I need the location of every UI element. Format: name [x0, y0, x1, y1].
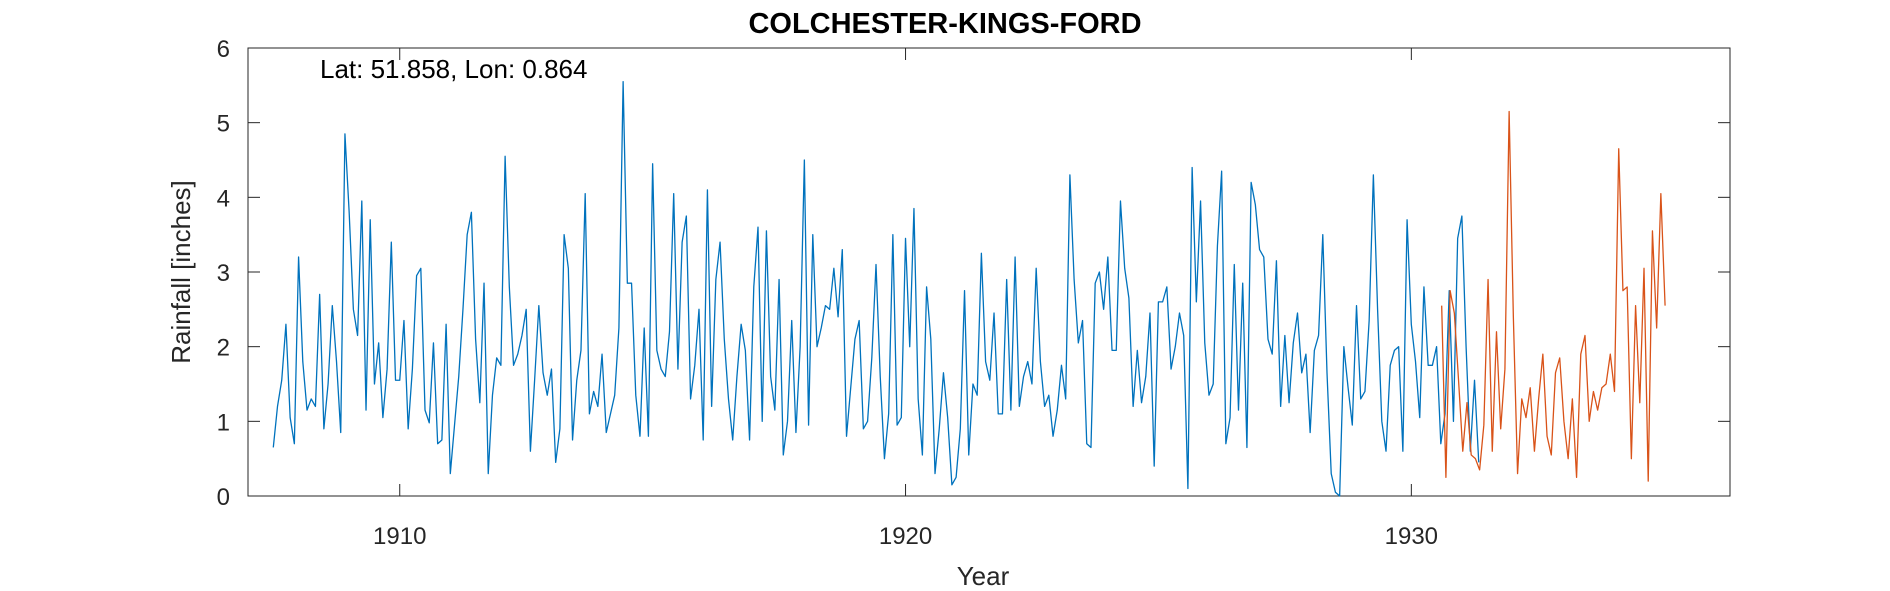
y-tick-label: 5	[217, 111, 230, 138]
x-tick-label: 1910	[373, 523, 426, 550]
x-axis: 1910 1920 1930	[373, 48, 1438, 550]
y-tick-label: 0	[217, 484, 230, 511]
y-tick-label: 6	[217, 36, 230, 63]
series-line-1	[272, 80, 1480, 497]
y-axis-label: Rainfall [inches]	[166, 180, 196, 364]
x-tick-label: 1920	[879, 523, 932, 550]
x-axis-label: Year	[957, 561, 1010, 591]
plot-area	[247, 47, 1731, 497]
y-tick-label: 2	[217, 335, 230, 362]
series-group	[272, 80, 1666, 497]
y-tick-label: 4	[217, 185, 230, 212]
series-line-2	[1441, 110, 1666, 482]
y-tick-label: 3	[217, 260, 230, 287]
lat-lon-annotation: Lat: 51.858, Lon: 0.864	[320, 54, 587, 84]
y-tick-label: 1	[217, 409, 230, 436]
chart-title: COLCHESTER-KINGS-FORD	[748, 8, 1141, 40]
x-tick-label: 1930	[1385, 523, 1438, 550]
y-axis: 0 1 2 3 4 5 6	[217, 36, 1730, 511]
